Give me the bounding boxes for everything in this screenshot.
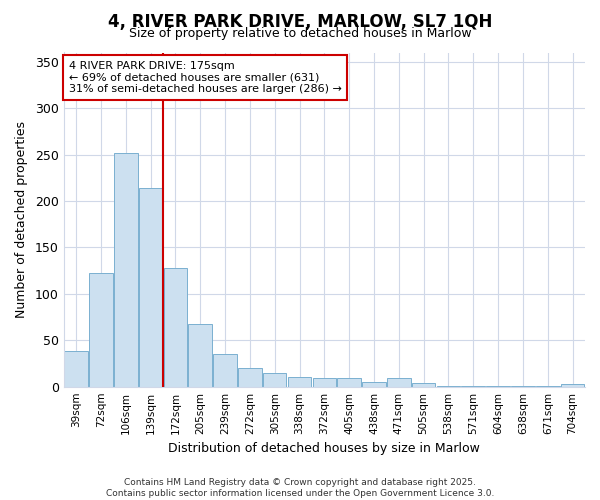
Bar [114,153,137,386]
Bar [412,383,436,386]
Text: Contains HM Land Registry data © Crown copyright and database right 2025.
Contai: Contains HM Land Registry data © Crown c… [106,478,494,498]
Bar [313,378,336,386]
Bar [362,382,386,386]
Bar [89,274,113,386]
Bar [263,373,286,386]
Bar [387,378,410,386]
Bar [288,378,311,386]
Bar [64,352,88,386]
Bar [188,324,212,386]
Text: 4 RIVER PARK DRIVE: 175sqm
← 69% of detached houses are smaller (631)
31% of sem: 4 RIVER PARK DRIVE: 175sqm ← 69% of deta… [69,61,342,94]
Y-axis label: Number of detached properties: Number of detached properties [15,121,28,318]
Bar [337,378,361,386]
X-axis label: Distribution of detached houses by size in Marlow: Distribution of detached houses by size … [169,442,480,455]
Bar [164,268,187,386]
Text: 4, RIVER PARK DRIVE, MARLOW, SL7 1QH: 4, RIVER PARK DRIVE, MARLOW, SL7 1QH [108,12,492,30]
Bar [561,384,584,386]
Bar [213,354,237,386]
Bar [238,368,262,386]
Text: Size of property relative to detached houses in Marlow: Size of property relative to detached ho… [128,28,472,40]
Bar [139,188,163,386]
